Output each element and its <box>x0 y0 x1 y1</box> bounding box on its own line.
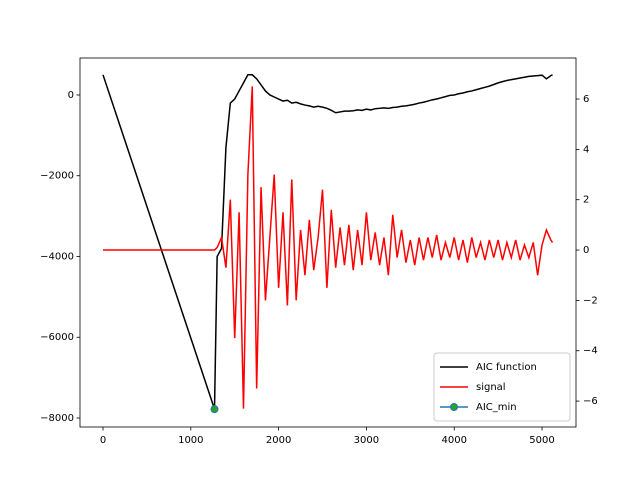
series-line <box>103 86 554 409</box>
y-tick-label: −6000 <box>40 332 74 343</box>
y2-tick-label: −6 <box>583 396 598 407</box>
legend-marker <box>450 403 458 411</box>
y2-tick-label: −4 <box>583 346 598 357</box>
x-tick-label: 5000 <box>529 435 554 446</box>
min-marker <box>210 405 219 414</box>
legend-box <box>433 352 571 422</box>
legend-label: AIC_min <box>476 402 517 413</box>
y-tick-label: −2000 <box>40 171 74 182</box>
y2-tick-label: 2 <box>583 195 589 206</box>
x-tick-label: 4000 <box>441 435 466 446</box>
plot-frame <box>79 57 577 428</box>
y-tick-label: −4000 <box>40 251 74 262</box>
legend: AIC function signal AIC_min <box>433 352 571 422</box>
legend-label: AIC function <box>476 362 537 373</box>
y2-tick-label: −2 <box>583 295 598 306</box>
y-tick-label: −8000 <box>40 413 74 424</box>
series-line <box>102 74 553 410</box>
y2-tick-label: 4 <box>583 144 589 155</box>
x-tick-label: 0 <box>100 435 106 446</box>
x-tick-label: 2000 <box>266 435 291 446</box>
x-tick-label: 3000 <box>354 435 379 446</box>
legend-label: signal <box>476 382 506 393</box>
y2-tick-label: 6 <box>583 94 589 105</box>
x-tick-label: 1000 <box>178 435 203 446</box>
y-tick-label: 0 <box>68 90 74 101</box>
y2-tick-label: 0 <box>583 245 589 256</box>
